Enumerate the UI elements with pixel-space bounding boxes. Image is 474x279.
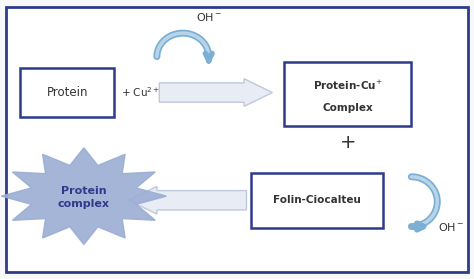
Text: Protein: Protein	[61, 186, 107, 196]
Text: Protein-Cu$^{+}$: Protein-Cu$^{+}$	[313, 79, 383, 92]
FancyBboxPatch shape	[20, 68, 115, 117]
FancyBboxPatch shape	[284, 62, 411, 126]
Text: complex: complex	[58, 199, 110, 210]
Polygon shape	[128, 186, 246, 214]
Polygon shape	[159, 79, 273, 106]
Text: Folin-Ciocalteu: Folin-Ciocalteu	[273, 195, 361, 205]
Text: Protein: Protein	[46, 86, 88, 99]
Text: OH$^-$: OH$^-$	[196, 11, 222, 23]
Text: +: +	[339, 133, 356, 152]
FancyBboxPatch shape	[6, 7, 468, 272]
Polygon shape	[1, 148, 166, 244]
Text: Complex: Complex	[322, 103, 373, 113]
Text: + Cu$^{2+}$: + Cu$^{2+}$	[121, 86, 160, 99]
FancyBboxPatch shape	[251, 173, 383, 228]
Text: OH$^-$: OH$^-$	[438, 220, 465, 232]
